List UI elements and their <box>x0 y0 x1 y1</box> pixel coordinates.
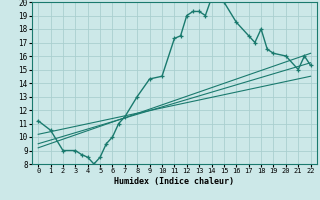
X-axis label: Humidex (Indice chaleur): Humidex (Indice chaleur) <box>115 177 234 186</box>
